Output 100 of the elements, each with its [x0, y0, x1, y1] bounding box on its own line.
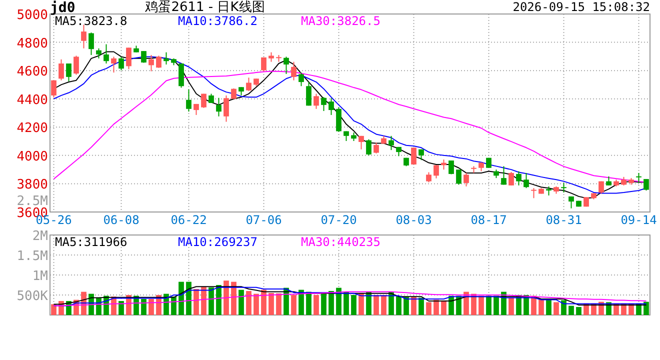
- bar: [471, 294, 476, 315]
- annotation: jd0: [50, 0, 76, 16]
- x-tick-label: 08-17: [470, 213, 507, 227]
- bar: [351, 295, 356, 315]
- candlestick: [448, 160, 454, 175]
- text: MA5:3823.8: [55, 14, 128, 28]
- candlestick: [58, 58, 64, 81]
- candlestick: [178, 63, 184, 88]
- bar: [291, 295, 296, 315]
- x-tick-label: 06-22: [170, 213, 207, 227]
- candlestick: [118, 56, 124, 71]
- bar: [261, 290, 266, 315]
- bar: [538, 299, 544, 315]
- x-tick-label: 08-03: [396, 213, 432, 227]
- candlestick: [224, 94, 229, 122]
- y-tick-label: 5000: [16, 8, 48, 23]
- x-tick-label: 08-31: [546, 213, 582, 227]
- candlestick: [51, 80, 56, 98]
- bar: [426, 302, 432, 315]
- candlestick: [298, 72, 304, 87]
- candlestick: [606, 176, 612, 186]
- candlestick: [208, 93, 214, 104]
- bar: [418, 298, 424, 315]
- y-tick-label: 4400: [16, 92, 48, 108]
- candlestick: [561, 182, 566, 193]
- bar: [344, 292, 349, 315]
- bar: [254, 294, 259, 315]
- candlestick: [344, 130, 349, 142]
- y-tick-label: 4800: [16, 36, 48, 52]
- bar: [328, 291, 334, 315]
- bar: [576, 307, 582, 315]
- candlestick: [478, 162, 484, 172]
- bar: [374, 295, 379, 315]
- bar: [231, 282, 236, 315]
- candlestick: [201, 93, 206, 108]
- x-tick-label: 07-06: [246, 213, 282, 227]
- y-tick-label: 4600: [16, 64, 48, 80]
- bar: [554, 302, 559, 315]
- candlestick: [531, 188, 536, 199]
- bar: [336, 288, 342, 315]
- annotation: 2026-09-15 15:08:32: [512, 0, 650, 14]
- line-series: [53, 291, 647, 306]
- bar: [434, 300, 439, 315]
- candlestick: [321, 96, 326, 112]
- candlestick: [231, 88, 236, 100]
- candlestick: [306, 82, 312, 106]
- bar: [508, 297, 514, 315]
- bar: [224, 280, 229, 315]
- candlestick: [501, 166, 506, 186]
- candlestick: [186, 88, 192, 112]
- y-tick-label: 1.5M: [16, 249, 48, 264]
- y-tick-label: 4200: [16, 121, 48, 136]
- bar: [321, 293, 326, 315]
- candlestick: [81, 24, 86, 49]
- candlestick: [508, 171, 514, 186]
- candlestick: [261, 56, 266, 72]
- bar: [546, 300, 552, 315]
- text: MA30:3826.5: [301, 14, 380, 28]
- candlestick: [516, 170, 522, 186]
- candlestick: [456, 169, 462, 186]
- y-tick-label: 2M: [32, 229, 48, 244]
- bar: [276, 293, 282, 315]
- candlestick: [636, 172, 642, 184]
- bar: [238, 290, 244, 315]
- candlestick: [74, 55, 79, 76]
- bar: [298, 290, 304, 315]
- candlestick: [156, 55, 162, 68]
- candlestick: [141, 50, 146, 64]
- bar: [396, 296, 402, 315]
- candlestick: [88, 32, 94, 56]
- bar: [494, 296, 499, 315]
- bar: [306, 292, 312, 315]
- candlestick: [111, 56, 116, 74]
- bar: [246, 291, 252, 315]
- bar: [411, 296, 416, 315]
- candlestick: [268, 52, 274, 62]
- candlestick: [314, 93, 319, 110]
- candlestick: [148, 54, 154, 72]
- bar: [118, 301, 124, 315]
- candlestick: [434, 164, 439, 179]
- candlestick: [546, 186, 552, 196]
- bar: [568, 306, 574, 315]
- chart-title: 鸡蛋2611 - 日K线图: [144, 0, 265, 15]
- candlestick: [366, 138, 372, 156]
- bar: [358, 293, 364, 315]
- candlestick: [358, 135, 364, 150]
- y-tick-label: 500K: [16, 289, 48, 304]
- candlestick: [598, 180, 604, 194]
- candlestick: [374, 142, 379, 154]
- candlestick: [126, 47, 132, 70]
- candlestick: [291, 61, 296, 81]
- y-tick-label: 4000: [16, 149, 48, 164]
- candlestick: [464, 172, 469, 187]
- candlestick: [284, 56, 289, 74]
- bar: [186, 282, 192, 315]
- y-tick-label: 3800: [16, 178, 48, 193]
- candlestick: [524, 172, 529, 189]
- text: MA10:269237: [178, 235, 258, 249]
- candlestick: [66, 63, 72, 82]
- bar: [178, 282, 184, 315]
